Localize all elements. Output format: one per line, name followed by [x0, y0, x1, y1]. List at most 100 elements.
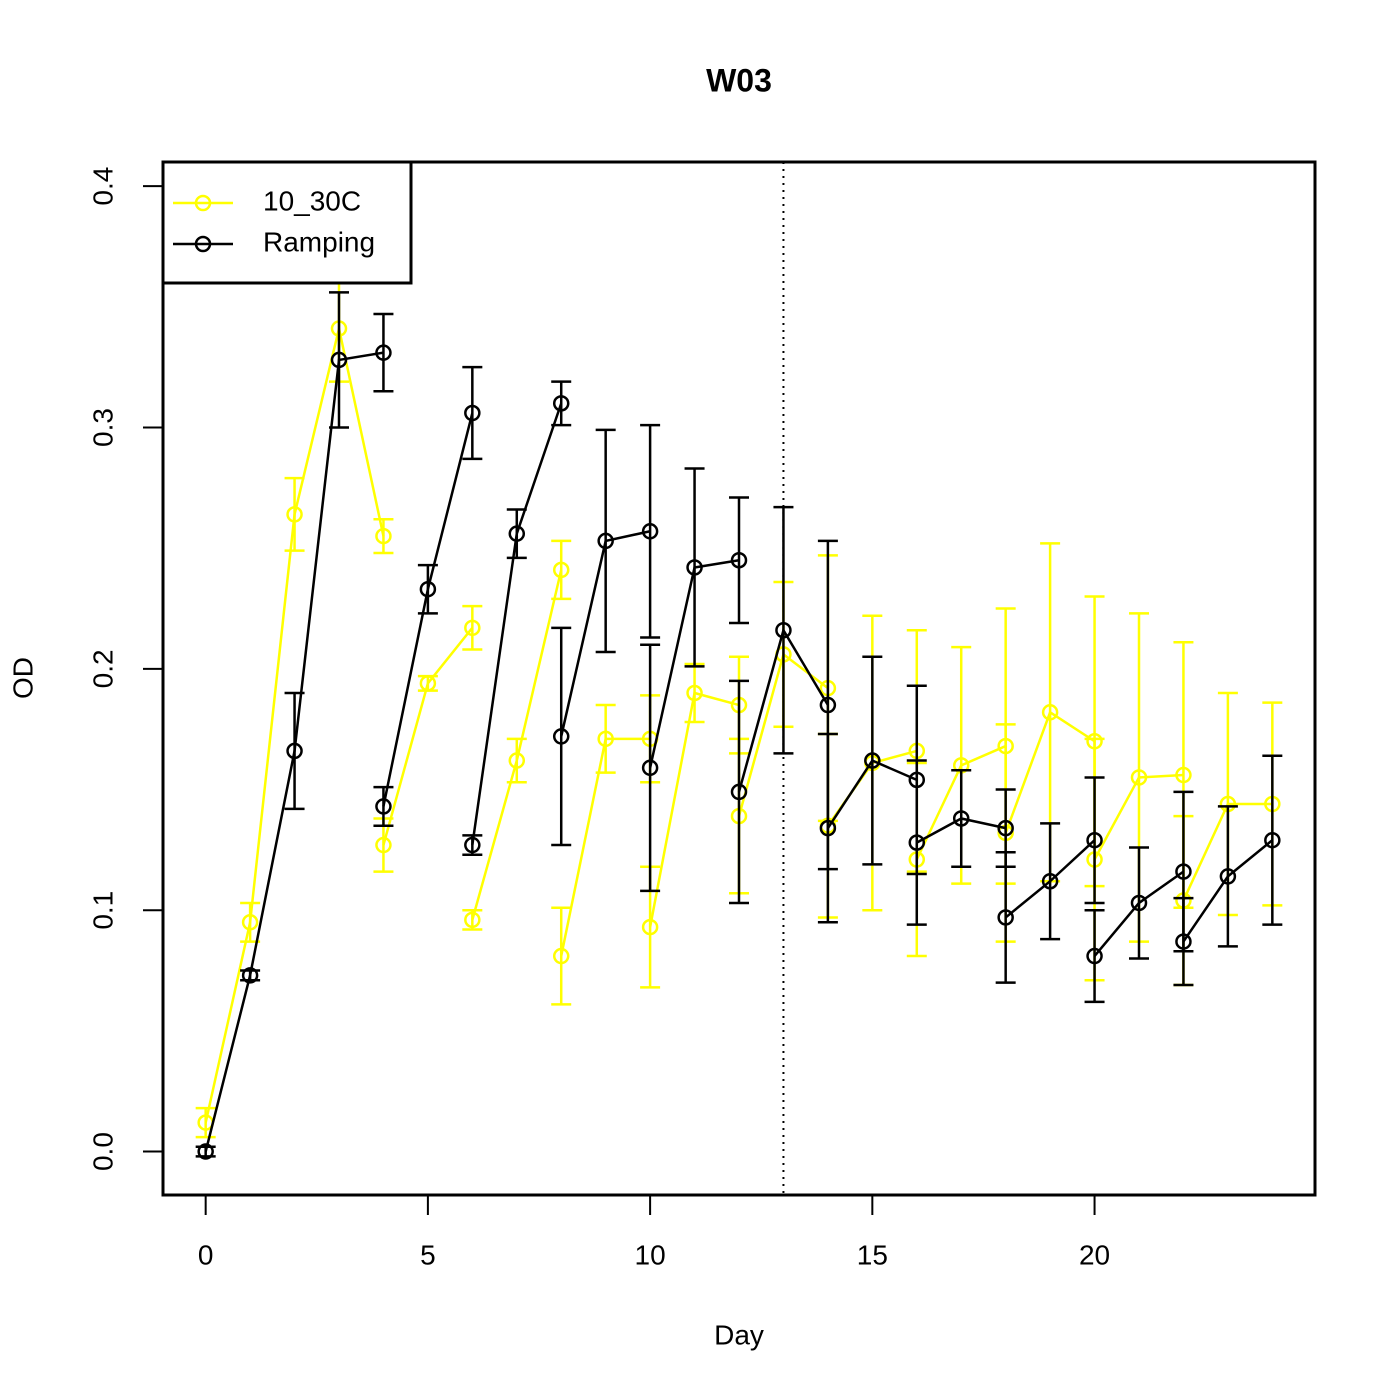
point [375, 836, 392, 854]
point [597, 532, 614, 550]
error-bar [1217, 805, 1238, 948]
point [464, 619, 481, 637]
point [286, 742, 303, 760]
error-bar [1129, 846, 1149, 960]
error-bar [729, 679, 749, 905]
error-bar [551, 380, 572, 427]
x-axis-label: Day [714, 1319, 764, 1350]
legend-marker [194, 194, 212, 212]
point [1086, 947, 1103, 965]
point [464, 911, 481, 929]
point [641, 523, 659, 540]
point [819, 696, 837, 714]
error-bar [551, 539, 572, 601]
point [1086, 831, 1103, 849]
error-bar [373, 517, 394, 555]
error-bar [595, 703, 616, 774]
point [686, 559, 703, 576]
error-bar [1040, 822, 1061, 941]
point [197, 1143, 214, 1160]
error-bar [906, 759, 927, 926]
point [241, 914, 259, 931]
point [464, 404, 481, 422]
error-bar [595, 428, 616, 654]
point [641, 918, 659, 936]
point [1264, 831, 1281, 849]
point [552, 728, 570, 745]
point [997, 909, 1014, 926]
error-bar [729, 496, 749, 625]
error-bar [862, 655, 883, 866]
point [1175, 933, 1192, 950]
point [819, 819, 837, 837]
point [864, 752, 881, 769]
point [375, 527, 392, 545]
point [1175, 863, 1192, 880]
point [241, 967, 259, 984]
error-bar [640, 643, 661, 893]
point [508, 752, 526, 769]
legend-label: 10_30C [263, 185, 361, 216]
error-bar [329, 291, 349, 429]
point [730, 551, 748, 569]
point [1130, 894, 1148, 912]
error-bar [773, 505, 794, 755]
error-bar [417, 563, 438, 615]
point [508, 525, 526, 542]
point [419, 580, 437, 598]
point [1219, 868, 1237, 885]
point [641, 759, 659, 777]
error-bar [373, 785, 394, 827]
point [464, 836, 481, 854]
point [552, 395, 570, 412]
point [908, 834, 926, 851]
point [419, 675, 437, 692]
point [1041, 704, 1059, 721]
y-axis-label: OD [7, 657, 38, 699]
legend-label: Ramping [263, 226, 375, 257]
point [286, 506, 303, 523]
error-bar [1084, 908, 1105, 1004]
point [1175, 766, 1192, 784]
x-tick-label: 5 [420, 1239, 436, 1270]
point [1130, 769, 1148, 786]
chart-title: W03 [706, 62, 772, 98]
error-bar [817, 732, 838, 924]
point [375, 798, 392, 815]
x-tick-label: 10 [635, 1239, 666, 1270]
error-bar [284, 476, 305, 552]
y-tick-label: 0.3 [87, 408, 118, 447]
point [330, 351, 348, 369]
x-tick-label: 20 [1079, 1239, 1110, 1270]
error-bar [462, 365, 483, 461]
error-bar [462, 604, 483, 651]
point [997, 819, 1014, 837]
error-bar [284, 691, 305, 811]
y-tick-label: 0.0 [87, 1132, 118, 1171]
error-bar [551, 626, 572, 847]
legend-marker [194, 235, 212, 253]
point [1041, 872, 1059, 890]
error-bar [995, 851, 1016, 984]
error-bar [506, 737, 527, 784]
point [552, 947, 570, 965]
point [552, 561, 570, 579]
legend: 10_30C Ramping [161, 160, 413, 285]
error-bar [506, 508, 527, 560]
error-bar [684, 467, 705, 668]
x-tick-label: 0 [198, 1239, 214, 1270]
y-tick-label: 0.4 [87, 167, 118, 206]
error-bar [951, 768, 972, 869]
point [730, 783, 748, 801]
point [375, 344, 392, 361]
y-tick-label: 0.1 [87, 891, 118, 930]
y-tick-label: 0.2 [87, 649, 118, 688]
legend-box [161, 160, 413, 285]
x-tick-label: 15 [857, 1239, 888, 1270]
error-bar [640, 423, 661, 639]
point [597, 730, 614, 748]
point [952, 810, 970, 827]
error-bar [1262, 754, 1283, 926]
error-bar [373, 312, 394, 393]
